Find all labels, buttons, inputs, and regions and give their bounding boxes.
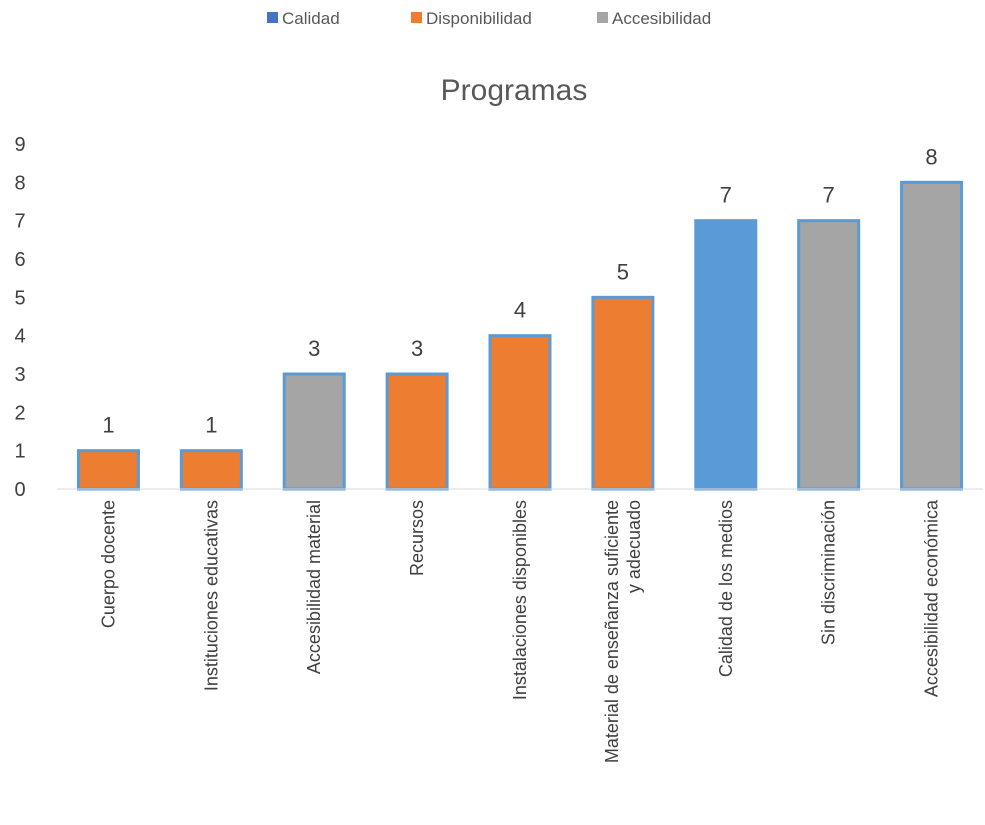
legend-swatch	[411, 12, 422, 23]
bars	[76, 180, 964, 491]
y-tick-label: 3	[14, 364, 25, 386]
data-label: 7	[823, 183, 835, 208]
bar	[282, 372, 346, 491]
x-tick-label-line: Sin discriminación	[819, 500, 839, 645]
x-tick-label: Sin discriminación	[819, 500, 839, 645]
bar	[179, 449, 243, 491]
data-label: 3	[411, 336, 423, 361]
x-tick-label: Material de enseñanza suficiente y adecua…	[602, 500, 644, 763]
data-label: 3	[308, 336, 320, 361]
x-tick-label: Recursos	[407, 500, 427, 576]
x-tick-label-line: Calidad de los medios	[716, 500, 736, 677]
y-tick-label: 4	[14, 326, 25, 348]
bar	[488, 334, 552, 491]
bar	[591, 295, 655, 491]
data-label: 7	[720, 183, 732, 208]
x-tick-label: Instituciones educativas	[201, 500, 221, 691]
legend-label: Disponibilidad	[426, 9, 532, 28]
data-label: 4	[514, 298, 526, 323]
data-label: 1	[205, 413, 217, 438]
x-tick-label-line: Instituciones educativas	[201, 500, 221, 691]
x-tick-label-line: Accesibilidad material	[304, 500, 324, 674]
legend-label: Accesibilidad	[612, 9, 711, 28]
y-tick-label: 8	[14, 172, 25, 194]
y-tick-label: 9	[14, 134, 25, 156]
y-axis: 0 1 2 3 4 5 6 7 8 9	[14, 134, 25, 501]
bar	[900, 180, 964, 491]
chart-legend: Calidad Disponibilidad Accesibilidad	[267, 9, 711, 28]
x-tick-label-line: Accesibilidad económica	[922, 499, 942, 697]
data-label: 1	[102, 413, 114, 438]
x-tick-label: Accesibilidad material	[304, 500, 324, 674]
y-tick-label: 5	[14, 287, 25, 309]
x-tick-label: Calidad de los medios	[716, 500, 736, 677]
data-label: 5	[617, 259, 629, 284]
y-tick-label: 0	[14, 479, 25, 501]
x-tick-label: Instalaciones disponibles	[510, 500, 530, 700]
legend-label: Calidad	[282, 9, 340, 28]
data-label: 8	[925, 144, 937, 169]
legend-swatch	[597, 12, 608, 23]
data-labels: 1 1 3 3 4 5 7 7 8	[102, 144, 937, 437]
x-tick-label: Cuerpo docente	[98, 500, 118, 628]
bar	[694, 219, 758, 491]
y-tick-label: 1	[14, 441, 25, 463]
x-tick-label-line: Cuerpo docente	[98, 500, 118, 628]
x-axis: Cuerpo docente Instituciones educativas Ac…	[57, 488, 983, 763]
x-tick-label-line: y adecuado	[624, 500, 644, 593]
x-tick-label-line: Instalaciones disponibles	[510, 500, 530, 700]
legend-swatch	[267, 12, 278, 23]
x-tick-label: Accesibilidad económica	[922, 499, 942, 697]
x-tick-label-line: Material de enseñanza suficiente	[602, 500, 622, 763]
bar	[797, 219, 861, 491]
x-tick-label-line: Recursos	[407, 500, 427, 576]
y-tick-label: 7	[14, 211, 25, 233]
bar	[385, 372, 449, 491]
bar	[76, 449, 140, 491]
chart-title: Programas	[441, 74, 588, 107]
y-tick-label: 6	[14, 249, 25, 271]
y-tick-label: 2	[14, 402, 25, 424]
